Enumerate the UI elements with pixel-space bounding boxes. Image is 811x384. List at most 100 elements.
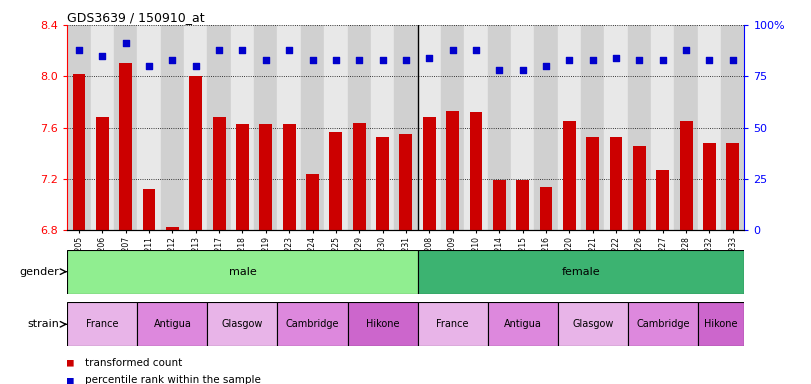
Bar <box>114 25 137 230</box>
Point <box>236 46 249 53</box>
Bar <box>67 302 137 346</box>
Point <box>516 67 529 73</box>
Bar <box>418 25 441 230</box>
Bar <box>254 25 277 230</box>
Bar <box>675 25 697 230</box>
Text: Cambridge: Cambridge <box>636 319 689 329</box>
Bar <box>91 25 114 230</box>
Bar <box>487 25 511 230</box>
Bar <box>394 25 418 230</box>
Point <box>727 57 740 63</box>
Bar <box>675 25 697 230</box>
Point <box>72 46 85 53</box>
Point <box>539 63 552 69</box>
Bar <box>184 25 208 230</box>
Bar <box>231 25 254 230</box>
Bar <box>539 187 552 230</box>
Bar <box>581 25 604 230</box>
Text: Antigua: Antigua <box>504 319 542 329</box>
Point <box>283 46 296 53</box>
Bar <box>301 25 324 230</box>
Bar <box>697 25 721 230</box>
Bar <box>721 25 744 230</box>
Point <box>329 57 342 63</box>
Bar <box>283 124 295 230</box>
Text: strain: strain <box>28 319 59 329</box>
Bar <box>400 134 412 230</box>
Bar <box>418 250 744 294</box>
Bar <box>329 132 342 230</box>
Point <box>306 57 319 63</box>
Text: Antigua: Antigua <box>153 319 191 329</box>
Bar <box>517 180 529 230</box>
Point <box>446 46 459 53</box>
Bar <box>394 25 418 230</box>
Bar <box>651 25 675 230</box>
Point <box>656 57 669 63</box>
Bar <box>680 121 693 230</box>
Point <box>189 63 202 69</box>
Bar <box>72 74 85 230</box>
Bar <box>721 25 744 230</box>
Point <box>119 40 132 46</box>
Bar <box>67 25 91 230</box>
Bar <box>254 25 277 230</box>
Bar <box>91 25 114 230</box>
Bar <box>161 25 184 230</box>
Text: ■: ■ <box>67 375 74 384</box>
Bar <box>348 302 418 346</box>
Bar <box>236 124 249 230</box>
Point <box>610 55 623 61</box>
Point <box>586 57 599 63</box>
Point <box>680 46 693 53</box>
Text: ■: ■ <box>67 358 74 368</box>
Bar <box>260 124 272 230</box>
Text: male: male <box>229 266 256 277</box>
Point <box>563 57 576 63</box>
Bar <box>208 25 231 230</box>
Bar <box>143 189 156 230</box>
Bar <box>161 25 184 230</box>
Bar <box>628 25 651 230</box>
Text: percentile rank within the sample: percentile rank within the sample <box>85 375 261 384</box>
Bar <box>651 25 675 230</box>
Bar <box>119 63 132 230</box>
Text: female: female <box>562 266 600 277</box>
Bar <box>441 25 464 230</box>
Bar <box>441 25 464 230</box>
Bar <box>534 25 558 230</box>
Bar <box>67 25 91 230</box>
Bar <box>189 76 202 230</box>
Point <box>166 57 179 63</box>
Bar <box>470 112 483 230</box>
Point <box>376 57 389 63</box>
Bar <box>306 174 319 230</box>
Bar <box>610 137 623 230</box>
Bar <box>301 25 324 230</box>
Bar <box>96 118 109 230</box>
Text: France: France <box>86 319 118 329</box>
Text: Glasgow: Glasgow <box>572 319 613 329</box>
Point <box>423 55 436 61</box>
Bar <box>563 121 576 230</box>
Bar <box>558 25 581 230</box>
Text: GDS3639 / 150910_at: GDS3639 / 150910_at <box>67 11 205 24</box>
Point <box>212 46 225 53</box>
Bar <box>184 25 208 230</box>
Text: transformed count: transformed count <box>85 358 182 368</box>
Bar <box>703 143 716 230</box>
Bar <box>114 25 137 230</box>
Bar <box>487 302 558 346</box>
Bar <box>604 25 628 230</box>
Bar <box>727 143 740 230</box>
Point <box>143 63 156 69</box>
Bar <box>511 25 534 230</box>
Bar <box>633 146 646 230</box>
Bar <box>208 302 277 346</box>
Point <box>703 57 716 63</box>
Bar <box>137 302 208 346</box>
Text: France: France <box>436 319 469 329</box>
Bar <box>418 302 487 346</box>
Bar <box>418 25 441 230</box>
Bar <box>628 25 651 230</box>
